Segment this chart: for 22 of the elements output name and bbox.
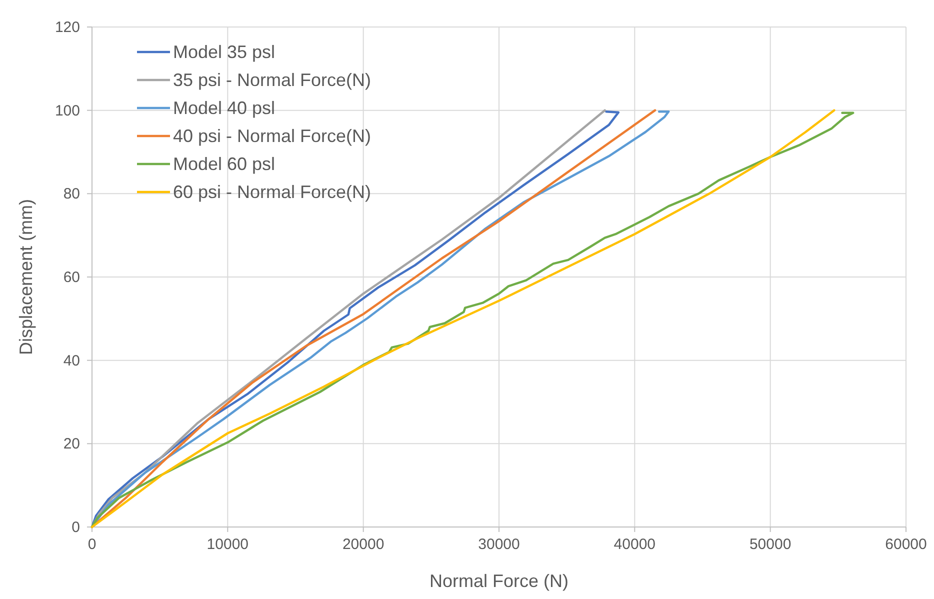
y-tick-label: 0 (72, 519, 80, 536)
legend-label: Model 40 psl (173, 98, 276, 118)
x-tick-label: 50000 (749, 536, 792, 553)
y-tick-label: 120 (54, 19, 80, 36)
y-tick-label: 20 (63, 436, 80, 453)
x-tick-label: 0 (88, 536, 96, 553)
legend-label: 35 psi - Normal Force(N) (173, 70, 372, 90)
legend-label: 60 psi - Normal Force(N) (173, 182, 372, 202)
x-tick-label: 30000 (478, 536, 520, 553)
y-axis-title: Displacement (mm) (16, 198, 36, 356)
x-tick-label: 20000 (342, 536, 384, 553)
x-axis-title: Normal Force (N) (429, 571, 569, 591)
x-tick-label: 40000 (614, 536, 656, 553)
y-tick-label: 80 (63, 186, 80, 203)
x-tick-label: 60000 (885, 536, 927, 553)
y-tick-label: 100 (54, 102, 80, 120)
y-tick-label: 60 (63, 269, 80, 286)
y-tick-label: 40 (63, 352, 80, 370)
legend-label: Model 60 psl (173, 154, 276, 174)
legend-label: 40 psi - Normal Force(N) (173, 126, 372, 146)
x-tick-label: 10000 (206, 536, 249, 553)
legend-label: Model 35 psl (173, 42, 276, 62)
